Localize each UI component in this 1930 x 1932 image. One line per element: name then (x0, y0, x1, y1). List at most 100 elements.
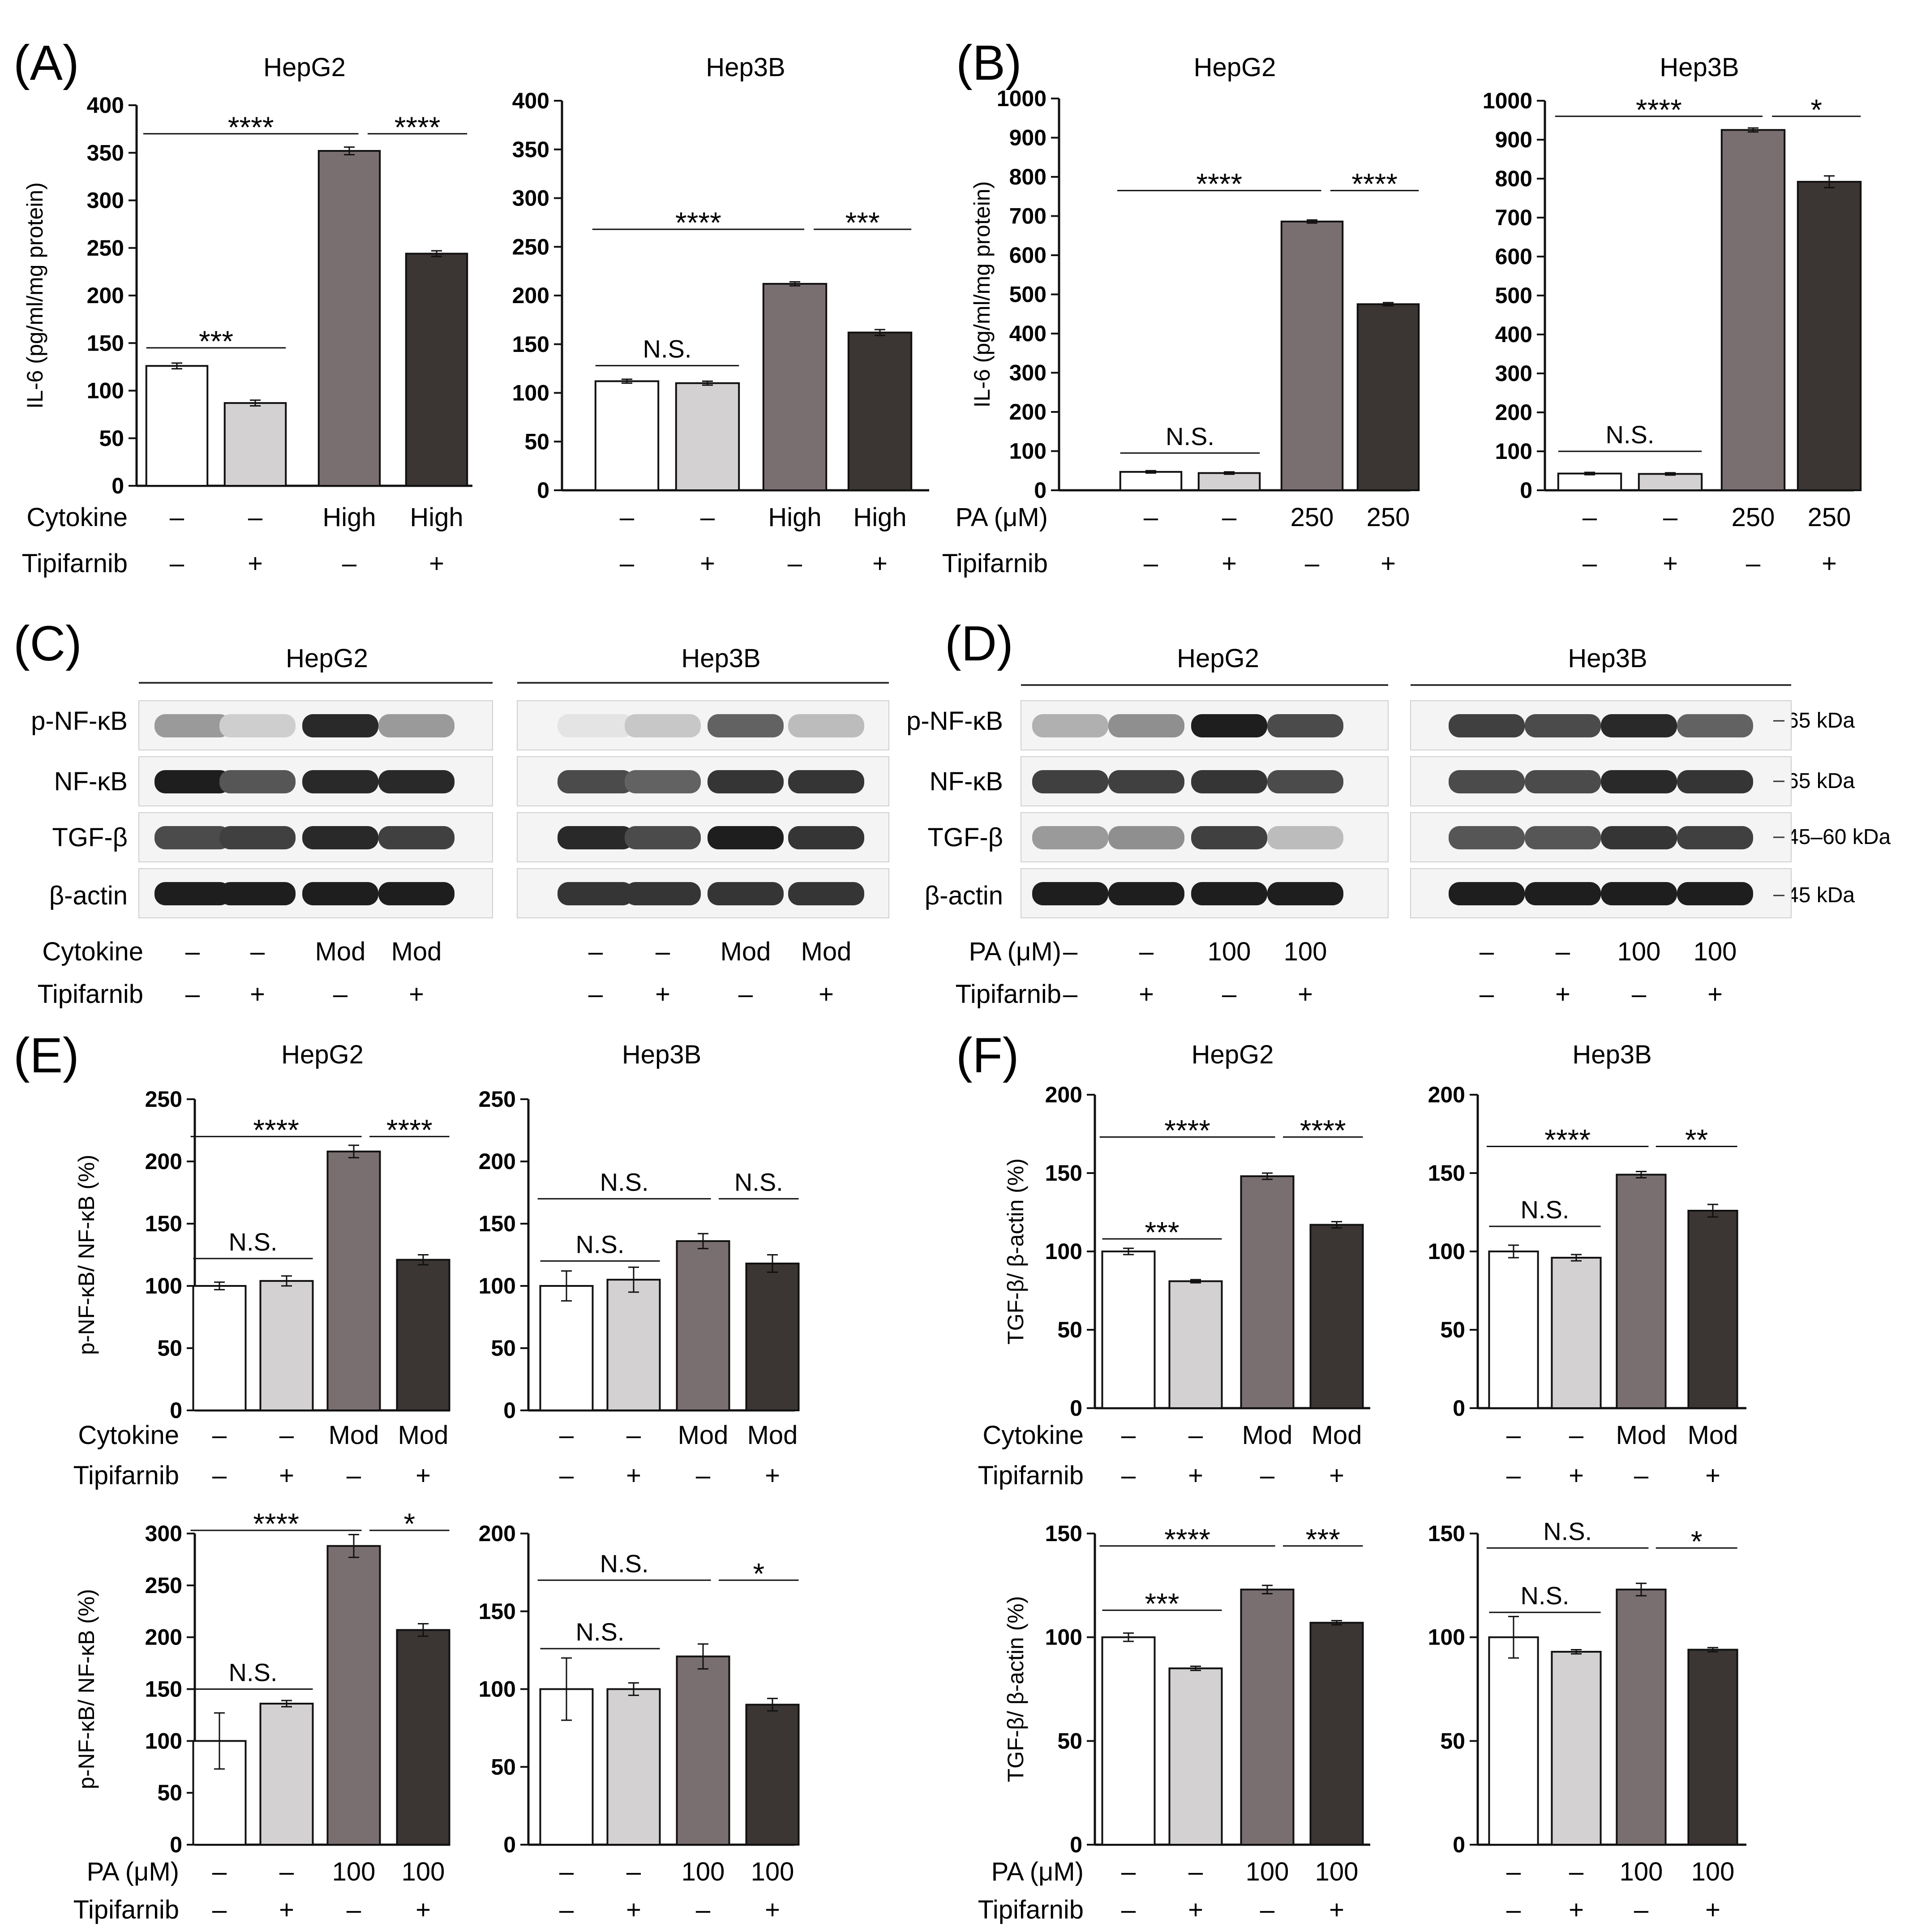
bar (317, 150, 381, 487)
bar (847, 331, 913, 492)
y-tick-label: 50 (157, 1780, 182, 1805)
y-tick-label: 0 (503, 1832, 516, 1857)
y-tick-label: 300 (512, 186, 549, 211)
blot-band (1449, 770, 1525, 793)
blot-c-hepg2-title: HepG2 (286, 644, 368, 673)
y-tick-label: 250 (145, 1573, 182, 1598)
significance-label: **** (1351, 167, 1398, 201)
significance-label: *** (1145, 1216, 1179, 1249)
blot-c-cytokine-label: Cytokine (42, 937, 143, 966)
y-tick-label: 1000 (1483, 88, 1532, 113)
blot-band (1032, 714, 1108, 737)
y-tick-label: 300 (87, 188, 124, 213)
blot-condition-value: – (185, 980, 200, 1009)
condition-value: – (1121, 1461, 1136, 1490)
y-tick-label: 50 (99, 426, 124, 451)
blot-condition-value: – (1480, 937, 1494, 966)
blot-condition-value: – (1139, 937, 1154, 966)
y-tick-label: 50 (1057, 1317, 1082, 1342)
blot-condition-value: – (1556, 937, 1570, 966)
y-tick-label: 50 (1440, 1317, 1465, 1342)
condition-value: 250 (1291, 503, 1334, 532)
condition-value: – (1121, 1857, 1136, 1886)
blot-condition-value: – (185, 937, 200, 966)
y-tick-label: 0 (1034, 478, 1046, 503)
condition-value: – (1569, 1857, 1584, 1886)
y-tick-label: 0 (1520, 478, 1532, 503)
chart-E_hepg2_bottom: p-NF-κB/ NF-κB (%) 0 50 100 150 200 250 300 N.S.… (73, 1507, 450, 1924)
condition-value: – (1188, 1857, 1203, 1886)
condition-value: + (1663, 549, 1678, 578)
condition-value: Mod (1616, 1421, 1667, 1450)
significance-label: *** (1306, 1523, 1340, 1556)
bar (1557, 472, 1622, 491)
y-tick-label: 800 (1009, 164, 1046, 189)
condition-value: 100 (751, 1857, 794, 1886)
panel-label-e: (E) (13, 1028, 79, 1083)
blot-condition-value: + (1707, 980, 1723, 1009)
blot-condition-value: – (1222, 980, 1237, 1009)
blot-condition-value: – (1063, 937, 1078, 966)
y-tick-label: 400 (87, 93, 124, 118)
condition-value: – (248, 503, 263, 532)
blot-d-row-label: TGF-β (927, 823, 1003, 852)
y-tick-label: 300 (1495, 361, 1532, 386)
blot-band (1677, 826, 1753, 849)
blot-band (788, 882, 864, 905)
bar (676, 1655, 730, 1846)
y-tick-label: 300 (1009, 360, 1046, 386)
y-tick-label: 150 (87, 330, 124, 356)
significance-label: **** (395, 111, 441, 144)
y-tick-label: 200 (1045, 1082, 1082, 1107)
significance-label: * (1810, 93, 1822, 126)
blot-d-row-label: β-actin (925, 881, 1003, 910)
condition-value: + (279, 1461, 294, 1490)
condition-row-label: Tipifarnib (73, 1461, 179, 1490)
chart-title: HepG2 (1194, 53, 1276, 82)
blot-c-row-label: p-NF-κB (31, 707, 128, 736)
blot-band (558, 882, 634, 905)
condition-value: – (1663, 503, 1678, 532)
blot-band (1449, 882, 1525, 905)
y-tick-label: 100 (145, 1273, 182, 1298)
significance-label: N.S. (734, 1168, 783, 1196)
blot-band (1267, 882, 1343, 905)
y-tick-label: 0 (170, 1832, 182, 1857)
blot-condition-value: + (1555, 980, 1570, 1009)
y-tick-label: 100 (1495, 439, 1532, 464)
blot-band (1677, 882, 1753, 905)
condition-value: Mod (398, 1421, 449, 1450)
y-tick-label: 100 (145, 1728, 182, 1753)
blot-condition-value: + (655, 980, 670, 1009)
y-tick-label: 400 (1009, 321, 1046, 346)
significance-label: **** (1300, 1114, 1346, 1147)
condition-row-label: Tipifarnib (942, 549, 1048, 578)
condition-value: – (788, 549, 802, 578)
bar (223, 402, 287, 487)
y-tick-label: 250 (145, 1087, 182, 1112)
blot-c-row-label: NF-κB (54, 767, 128, 796)
bar (1720, 129, 1786, 491)
condition-value: – (1506, 1895, 1521, 1924)
significance-label: *** (845, 206, 880, 239)
significance-label: **** (253, 1507, 299, 1540)
condition-value: – (1569, 1421, 1584, 1450)
significance-label: **** (228, 111, 274, 144)
significance-label: **** (253, 1113, 299, 1146)
blot-condition-value: Mod (391, 937, 442, 966)
blot-band (788, 826, 864, 849)
chart-title: Hep3B (706, 53, 785, 82)
blot-band (1449, 714, 1525, 737)
blot-band (1525, 714, 1601, 737)
blot-band (378, 714, 455, 737)
chart-title: HepG2 (1192, 1040, 1274, 1069)
y-tick-label: 200 (145, 1625, 182, 1650)
y-tick-label: 200 (145, 1149, 182, 1174)
y-tick-label: 150 (1428, 1161, 1465, 1186)
blot-band (302, 826, 378, 849)
bar (745, 1262, 800, 1411)
condition-value: – (626, 1857, 641, 1886)
blot-band (1032, 826, 1108, 849)
significance-label: N.S. (1606, 420, 1655, 449)
